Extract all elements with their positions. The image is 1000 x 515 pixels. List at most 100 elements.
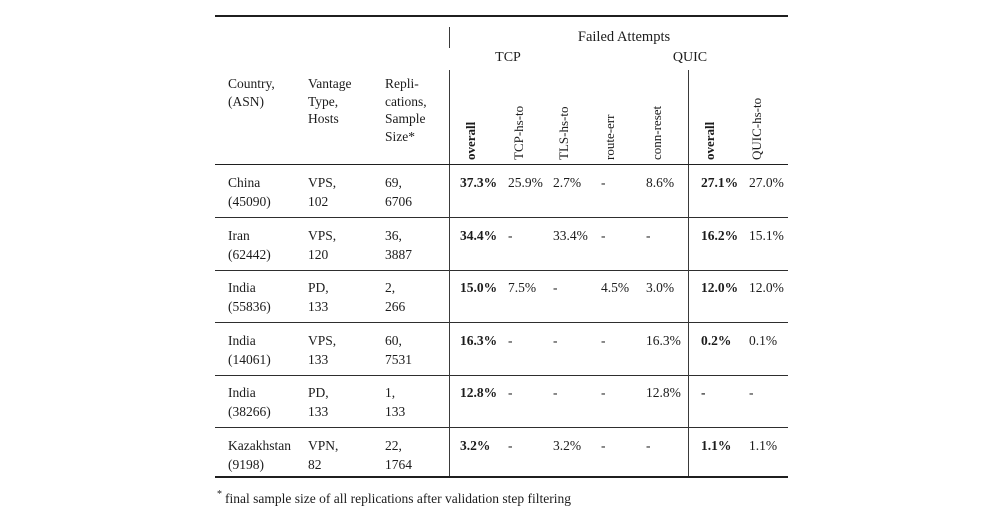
cell-hosts: 102: [308, 194, 329, 209]
footnote-text: final sample size of all replications af…: [225, 490, 572, 506]
cell-asn: (62442): [228, 247, 271, 262]
cell-country: Kazakhstan: [228, 438, 291, 453]
row-separator-rule: [215, 269, 788, 271]
cell-tls-hs-to: -: [553, 385, 558, 400]
cell-vantage-type: VPS,: [308, 175, 337, 190]
header-vantage-line: Vantage: [308, 76, 352, 91]
cell-sample-size: 1764: [385, 457, 412, 472]
table-row: Iran (62442) VPS, 120 36, 3887 34.4% - 3…: [0, 218, 1000, 270]
header-replications-line: Sample: [385, 111, 426, 126]
cell-quic-overall: 0.2%: [701, 333, 732, 348]
cell-tcp-overall: 37.3%: [460, 175, 498, 190]
cell-conn-reset: 3.0%: [646, 280, 675, 295]
cell-sample-size: 266: [385, 299, 406, 314]
cell-tcp-hs-to: -: [508, 228, 513, 243]
header-replications-sample-size: Repli- cations, Sample Size*: [385, 75, 427, 145]
cell-tcp-overall: 16.3%: [460, 333, 498, 348]
rotated-header-conn-reset: conn-reset: [649, 105, 664, 160]
header-replications-line: Repli-: [385, 76, 419, 91]
table-row: Kazakhstan (9198) VPN, 82 22, 1764 3.2% …: [0, 428, 1000, 476]
cell-quic-hs-to: 27.0%: [749, 175, 784, 190]
cell-tls-hs-to: -: [553, 280, 558, 295]
row-separator-rule: [215, 427, 788, 429]
cell-replications: 36,: [385, 228, 402, 243]
table-bottom-rule: [215, 475, 788, 478]
cell-vantage-type: PD,: [308, 385, 329, 400]
table-row: India (14061) VPS, 133 60, 7531 16.3% - …: [0, 323, 1000, 375]
cell-tcp-overall: 15.0%: [460, 280, 498, 295]
cell-hosts: 133: [308, 404, 329, 419]
footnote-marker: *: [217, 489, 222, 500]
cell-quic-overall: 12.0%: [701, 280, 739, 295]
cell-route-err: -: [601, 385, 606, 400]
cell-sample-size: 3887: [385, 247, 412, 262]
cell-country: India: [228, 333, 256, 348]
cell-tcp-hs-to: -: [508, 438, 513, 453]
cell-tcp-hs-to: -: [508, 385, 513, 400]
cell-hosts: 133: [308, 352, 329, 367]
rotated-header-route-err: route-err: [602, 114, 617, 160]
cell-country: India: [228, 385, 256, 400]
cell-sample-size: 6706: [385, 194, 412, 209]
cell-asn: (9198): [228, 457, 264, 472]
table-row: India (38266) PD, 133 1, 133 12.8% - - -…: [0, 375, 1000, 427]
header-vantage-line: Hosts: [308, 111, 339, 126]
header-vantage-line: Type,: [308, 93, 339, 109]
header-replications-line: cations,: [385, 93, 427, 109]
body-column-divider-tcp: [449, 165, 451, 476]
cell-quic-overall: 16.2%: [701, 228, 739, 243]
cell-tcp-overall: 12.8%: [460, 385, 498, 400]
cell-quic-overall: -: [701, 385, 706, 400]
cell-asn: (45090): [228, 194, 271, 209]
header-column-divider-quic: [688, 70, 690, 164]
header-bottom-rule: [215, 163, 788, 166]
header-vantage-type-hosts: Vantage Type, Hosts: [308, 75, 351, 128]
cell-tcp-overall: 3.2%: [460, 438, 491, 453]
cell-replications: 69,: [385, 175, 402, 190]
cell-sample-size: 7531: [385, 352, 412, 367]
header-country-asn: Country, (ASN): [228, 75, 275, 110]
row-separator-rule: [215, 374, 788, 376]
body-column-divider-quic: [688, 165, 690, 476]
cell-tcp-hs-to: 7.5%: [508, 280, 537, 295]
cell-quic-hs-to: -: [749, 385, 754, 400]
header-group-quic: QUIC: [672, 50, 708, 65]
cell-hosts: 82: [308, 457, 322, 472]
cell-route-err: -: [601, 438, 606, 453]
cell-conn-reset: 16.3%: [646, 333, 681, 348]
cell-quic-overall: 27.1%: [701, 175, 739, 190]
cell-route-err: -: [601, 175, 606, 190]
cell-quic-hs-to: 1.1%: [749, 438, 778, 453]
header-country-line: (ASN): [228, 93, 264, 109]
cell-sample-size: 133: [385, 404, 406, 419]
header-country-line: Country,: [228, 76, 275, 91]
row-separator-rule: [215, 322, 788, 324]
table-top-rule: [215, 15, 788, 18]
row-separator-rule: [215, 217, 788, 219]
cell-tls-hs-to: -: [553, 333, 558, 348]
cell-route-err: -: [601, 333, 606, 348]
footnote: * final sample size of all replications a…: [217, 489, 571, 507]
cell-tls-hs-to: 33.4%: [553, 228, 588, 243]
header-column-divider-tcp: [449, 27, 451, 48]
header-group-tcp: TCP: [495, 50, 521, 65]
cell-country: India: [228, 280, 256, 295]
cell-conn-reset: -: [646, 228, 651, 243]
cell-tcp-hs-to: -: [508, 333, 513, 348]
rotated-header-tls-hs-to: TLS-hs-to: [556, 106, 571, 160]
rotated-header-quic-hs-to: QUIC-hs-to: [749, 97, 764, 160]
cell-tls-hs-to: 3.2%: [553, 438, 582, 453]
header-replications-line: Size*: [385, 128, 415, 144]
table-row: India (55836) PD, 133 2, 266 15.0% 7.5% …: [0, 270, 1000, 322]
cell-replications: 60,: [385, 333, 402, 348]
cell-vantage-type: VPN,: [308, 438, 339, 453]
cell-route-err: 4.5%: [601, 280, 630, 295]
table-row: China (45090) VPS, 102 69, 6706 37.3% 25…: [0, 165, 1000, 217]
header-column-divider-tcp: [449, 70, 451, 164]
cell-vantage-type: VPS,: [308, 228, 337, 243]
cell-tls-hs-to: 2.7%: [553, 175, 582, 190]
cell-quic-overall: 1.1%: [701, 438, 732, 453]
cell-quic-hs-to: 12.0%: [749, 280, 784, 295]
header-failed-attempts: Failed Attempts: [577, 29, 671, 45]
